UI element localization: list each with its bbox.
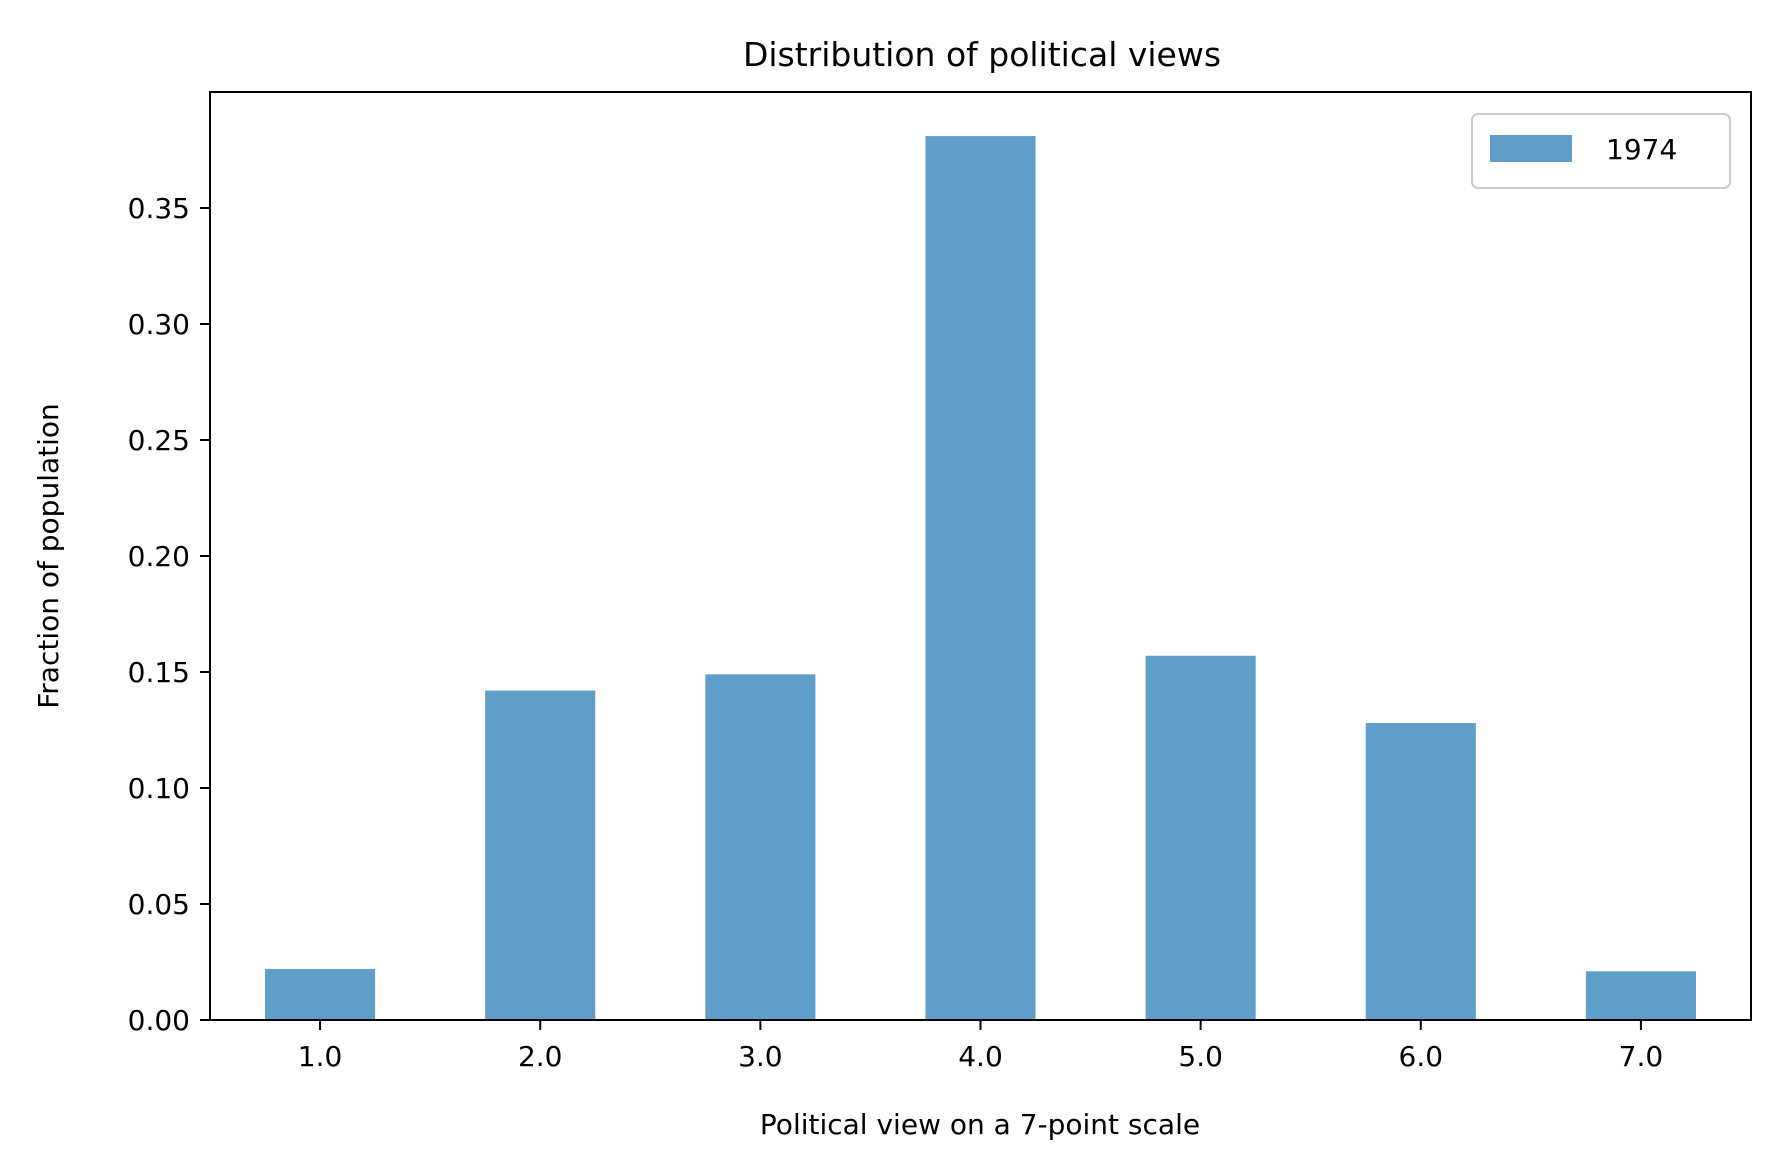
legend: 1974 (1471, 113, 1731, 189)
y-axis: 0.00 0.05 0.10 0.15 0.20 0.25 0.30 0.35 (128, 192, 210, 1037)
bar-7.0 (1585, 971, 1696, 1020)
bar-4.0 (925, 136, 1036, 1020)
bar-3.0 (705, 674, 816, 1020)
x-tick-label-6.0: 6.0 (1399, 1040, 1444, 1073)
chart-title: Distribution of political views (743, 35, 1221, 74)
bar-6.0 (1365, 723, 1476, 1020)
bar-2.0 (485, 690, 596, 1020)
bar-1.0 (265, 968, 376, 1020)
legend-frame (1471, 113, 1731, 189)
legend-swatch (1490, 135, 1572, 162)
y-axis-label: Fraction of population (32, 403, 65, 709)
legend-label-1974: 1974 (1606, 133, 1677, 166)
x-tick-label-5.0: 5.0 (1178, 1040, 1223, 1073)
x-axis-label: Political view on a 7-point scale (760, 1108, 1200, 1141)
y-tick-label-0.05: 0.05 (128, 888, 190, 921)
bar-5.0 (1145, 655, 1256, 1020)
x-tick-label-1.0: 1.0 (298, 1040, 343, 1073)
y-tick-label-0.35: 0.35 (128, 192, 190, 225)
y-tick-label-0.30: 0.30 (128, 308, 190, 341)
x-tick-label-7.0: 7.0 (1619, 1040, 1664, 1073)
x-tick-label-2.0: 2.0 (518, 1040, 563, 1073)
x-axis: 1.0 2.0 3.0 4.0 5.0 6.0 7.0 (298, 1020, 1663, 1073)
y-tick-label-0.10: 0.10 (128, 772, 190, 805)
y-tick-label-0.15: 0.15 (128, 656, 190, 689)
y-tick-label-0.00: 0.00 (128, 1004, 190, 1037)
bars-layer (265, 136, 1696, 1020)
y-tick-label-0.20: 0.20 (128, 540, 190, 573)
x-tick-label-4.0: 4.0 (958, 1040, 1003, 1073)
plot-area (209, 91, 1752, 1021)
x-tick-label-3.0: 3.0 (738, 1040, 783, 1073)
y-tick-label-0.25: 0.25 (128, 424, 190, 457)
